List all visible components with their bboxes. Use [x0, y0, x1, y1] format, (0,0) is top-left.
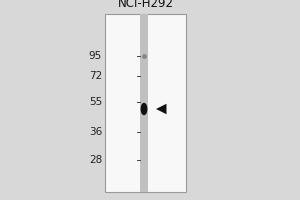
Ellipse shape — [141, 104, 147, 114]
Text: 95: 95 — [89, 51, 102, 61]
Bar — [140, 14, 148, 192]
Text: 55: 55 — [89, 97, 102, 107]
Text: 72: 72 — [89, 71, 102, 81]
Text: 28: 28 — [89, 155, 102, 165]
Text: 36: 36 — [89, 127, 102, 137]
Polygon shape — [156, 104, 166, 114]
Bar — [105, 14, 186, 192]
Text: NCI-H292: NCI-H292 — [118, 0, 173, 10]
